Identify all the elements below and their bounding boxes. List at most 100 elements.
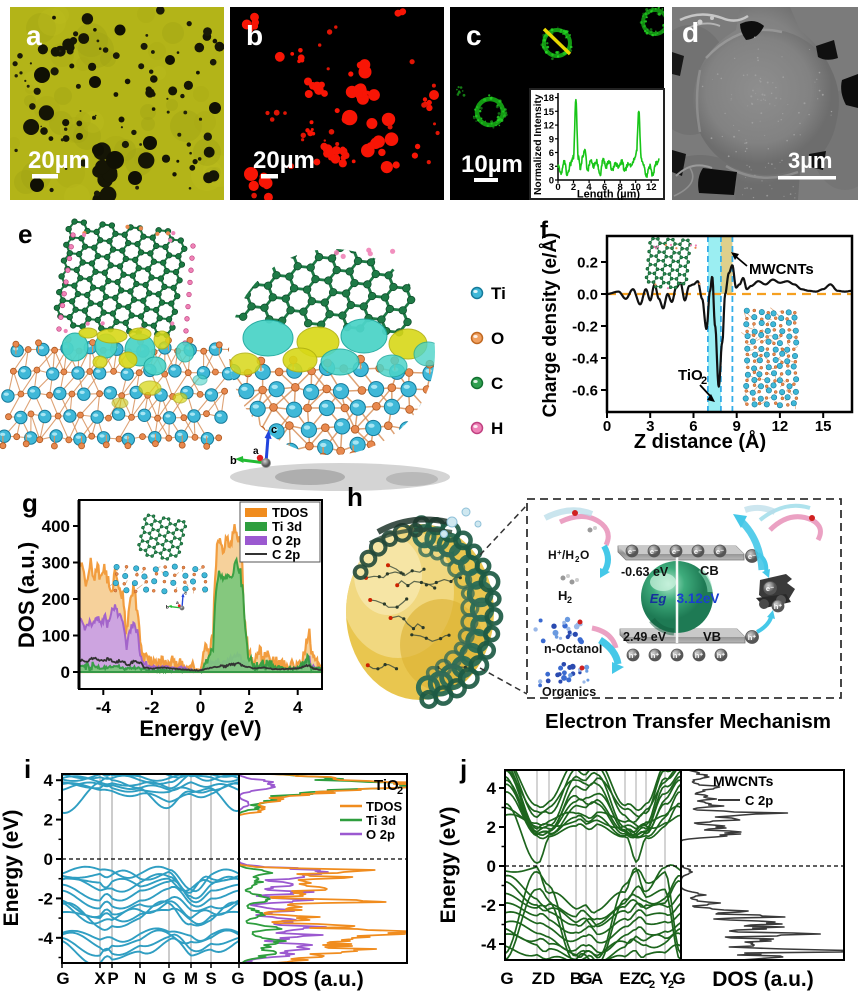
svg-text:TiO: TiO — [678, 367, 703, 384]
svg-text:2: 2 — [668, 979, 674, 991]
svg-text:10µm: 10µm — [461, 151, 523, 178]
svg-text:e: e — [18, 219, 32, 249]
svg-text:2: 2 — [244, 698, 253, 717]
svg-text:G: G — [500, 969, 513, 988]
svg-text:b: b — [230, 455, 237, 467]
svg-text:DOS (a.u.): DOS (a.u.) — [712, 968, 814, 991]
svg-text:CB: CB — [700, 563, 719, 578]
svg-text:0: 0 — [196, 698, 205, 717]
svg-text:e⁻: e⁻ — [694, 547, 702, 556]
svg-text:h⁺: h⁺ — [748, 633, 757, 642]
svg-text:Ti: Ti — [491, 284, 506, 303]
svg-text:h⁺: h⁺ — [629, 651, 638, 660]
svg-text:12: 12 — [543, 121, 554, 132]
svg-text:2: 2 — [397, 785, 403, 797]
svg-text:4: 4 — [487, 779, 497, 798]
svg-text:2: 2 — [44, 811, 53, 830]
svg-text:Ti 3d: Ti 3d — [366, 813, 396, 828]
svg-text:0.0: 0.0 — [577, 287, 598, 304]
svg-text:Energy (eV): Energy (eV) — [437, 807, 460, 924]
svg-text:20µm: 20µm — [253, 147, 315, 174]
svg-text:200: 200 — [42, 590, 70, 609]
svg-text:3µm: 3µm — [788, 148, 832, 173]
svg-text:Eg: Eg — [650, 591, 667, 606]
svg-text:-4: -4 — [38, 929, 54, 948]
svg-text:12: 12 — [646, 182, 657, 193]
svg-text:h: h — [347, 482, 363, 512]
svg-text:100: 100 — [42, 627, 70, 646]
svg-text:e⁻: e⁻ — [628, 547, 636, 556]
svg-text:C: C — [491, 374, 503, 393]
svg-text:4: 4 — [44, 771, 54, 790]
svg-text:H: H — [491, 419, 503, 438]
svg-text:G: G — [162, 969, 175, 988]
svg-text:2.49 eV: 2.49 eV — [623, 630, 667, 644]
svg-text:a: a — [176, 600, 179, 605]
svg-text:N: N — [134, 969, 146, 988]
svg-text:20µm: 20µm — [28, 147, 90, 174]
svg-text:h⁺: h⁺ — [774, 602, 783, 611]
svg-text:h⁺: h⁺ — [651, 651, 660, 660]
svg-text:M: M — [184, 969, 198, 988]
svg-text:-4: -4 — [96, 698, 112, 717]
svg-text:Length (µm): Length (µm) — [577, 189, 640, 201]
svg-text:j: j — [459, 754, 467, 784]
svg-text:h⁺: h⁺ — [673, 651, 682, 660]
svg-text:e⁻: e⁻ — [650, 547, 658, 556]
svg-text:O: O — [580, 548, 589, 562]
svg-text:-0.2: -0.2 — [572, 319, 598, 336]
svg-text:2: 2 — [649, 979, 655, 991]
svg-text:h⁺: h⁺ — [717, 651, 726, 660]
svg-text:Charge density (e/Å): Charge density (e/Å) — [540, 233, 561, 418]
svg-text:400: 400 — [42, 517, 70, 536]
svg-text:Energy (eV): Energy (eV) — [139, 716, 261, 741]
svg-text:C 2p: C 2p — [745, 793, 773, 808]
svg-text:b: b — [166, 604, 169, 610]
svg-text:Ti 3d: Ti 3d — [272, 519, 302, 534]
svg-text:0: 0 — [555, 182, 560, 193]
svg-text:-0.4: -0.4 — [572, 351, 599, 368]
svg-text:-2: -2 — [38, 889, 53, 908]
svg-text:2: 2 — [571, 182, 576, 193]
svg-text:DOS (a.u.): DOS (a.u.) — [14, 542, 39, 648]
svg-text:O: O — [491, 329, 504, 348]
svg-text:O 2p: O 2p — [366, 827, 395, 842]
svg-text:c: c — [466, 20, 482, 51]
svg-text:2: 2 — [701, 375, 707, 387]
svg-text:Z: Z — [532, 969, 542, 988]
svg-text:TDOS: TDOS — [366, 799, 402, 814]
svg-text:0: 0 — [44, 850, 53, 869]
svg-text:MWCNTs: MWCNTs — [749, 261, 814, 278]
svg-text:c: c — [271, 424, 277, 436]
svg-text:e⁻: e⁻ — [672, 547, 680, 556]
svg-text:0.2: 0.2 — [577, 255, 598, 272]
svg-text:-0.6: -0.6 — [572, 383, 598, 400]
svg-text:E: E — [619, 969, 630, 988]
svg-text:300: 300 — [42, 554, 70, 573]
svg-text:2: 2 — [487, 818, 496, 837]
svg-text:3.12eV: 3.12eV — [677, 591, 720, 606]
svg-text:n-Octanol: n-Octanol — [544, 642, 602, 656]
svg-text:TiO: TiO — [374, 777, 399, 794]
svg-text:VB: VB — [703, 629, 721, 644]
svg-text:X: X — [94, 969, 106, 988]
svg-text:-2: -2 — [144, 698, 159, 717]
svg-text:Energy (eV): Energy (eV) — [0, 810, 23, 927]
svg-text:S: S — [205, 969, 216, 988]
svg-text:g: g — [22, 488, 38, 518]
svg-text:3: 3 — [549, 162, 554, 173]
svg-text:Z distance (Å): Z distance (Å) — [634, 429, 766, 453]
svg-text:Electron Transfer Mechanism: Electron Transfer Mechanism — [545, 710, 831, 733]
svg-text:G: G — [672, 969, 685, 988]
svg-text:Organics: Organics — [542, 685, 596, 699]
svg-text:D: D — [543, 969, 555, 988]
svg-text:-2: -2 — [481, 896, 496, 915]
svg-text:G: G — [231, 969, 244, 988]
svg-text:0: 0 — [603, 418, 611, 435]
svg-text:C 2p: C 2p — [272, 547, 300, 562]
svg-text:O 2p: O 2p — [272, 533, 301, 548]
svg-text:18: 18 — [543, 93, 554, 104]
svg-text:H: H — [558, 588, 567, 603]
svg-text:e⁻: e⁻ — [766, 584, 774, 593]
svg-text:G: G — [56, 969, 69, 988]
